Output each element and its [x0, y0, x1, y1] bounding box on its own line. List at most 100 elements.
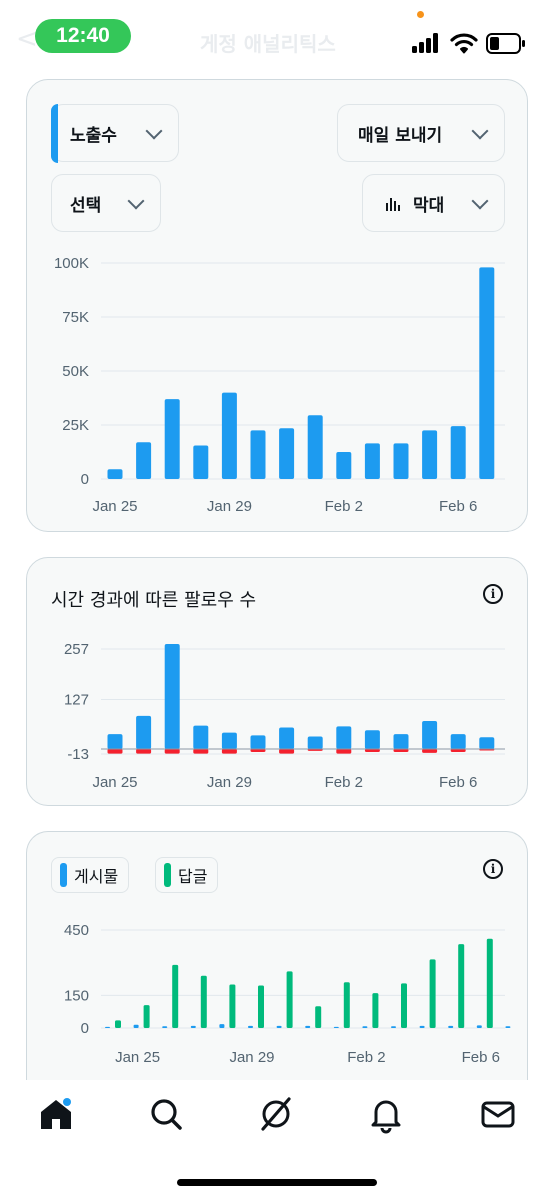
bar — [450, 426, 466, 479]
info-icon[interactable]: i — [483, 859, 503, 879]
bar-replies — [143, 1005, 150, 1028]
x-tick-label: Jan 25 — [92, 498, 137, 515]
bar — [221, 392, 237, 479]
legend-posts[interactable]: 게시물 — [51, 857, 130, 893]
privacy-indicator — [417, 11, 424, 18]
x-tick-label: Feb 6 — [439, 774, 477, 791]
bar-negative — [422, 748, 438, 753]
y-tick-label: 450 — [64, 922, 89, 939]
bar-replies — [343, 982, 350, 1028]
bar — [136, 442, 152, 479]
bar-replies — [286, 971, 293, 1028]
x-tick-label: Feb 2 — [325, 774, 363, 791]
bar-positive — [164, 643, 180, 749]
bar — [279, 428, 295, 479]
bar-positive — [250, 735, 266, 749]
bar-posts — [190, 1025, 196, 1028]
x-tick-label: Feb 6 — [462, 1049, 500, 1066]
bar-posts — [248, 1025, 253, 1028]
bar-replies — [486, 938, 493, 1028]
notifications-icon[interactable] — [366, 1094, 406, 1134]
x-tick-label: Feb 2 — [325, 498, 363, 515]
bar-posts — [476, 1025, 482, 1028]
bar-replies — [258, 985, 264, 1028]
chevron-down-icon — [471, 122, 489, 140]
y-tick-label: 100K — [54, 255, 89, 272]
bar-negative — [364, 748, 380, 753]
bar-negative — [221, 748, 237, 754]
bar-negative — [393, 748, 409, 753]
home-indicator — [177, 1179, 377, 1186]
search-icon[interactable] — [146, 1094, 186, 1134]
bar-replies — [315, 1006, 322, 1028]
bar-posts — [105, 1026, 110, 1028]
bar-posts — [162, 1026, 168, 1028]
bar — [393, 443, 409, 479]
metric-dropdown[interactable]: 노출수 — [50, 103, 179, 163]
bar-replies — [229, 984, 236, 1028]
impressions-card: 노출수 매일 보내기 선택 막대 100K 75K 50K 25K 0 Jan 25 Jan… — [26, 79, 528, 532]
export-dropdown-label: 매일 보내기 — [358, 125, 443, 146]
chevron-down-icon — [127, 192, 145, 210]
bar-replies — [372, 993, 379, 1028]
bar-replies — [429, 959, 436, 1028]
wifi-icon — [450, 33, 478, 54]
legend-replies[interactable]: 답글 — [155, 857, 219, 893]
x-tick-label: Jan 25 — [115, 1049, 160, 1066]
home-icon[interactable] — [36, 1094, 76, 1134]
legend-posts-label: 게시물 — [74, 867, 119, 886]
y-tick-label: 150 — [64, 987, 89, 1004]
y-tick-label: 50K — [62, 363, 89, 380]
bar — [107, 469, 123, 479]
x-tick-label: Jan 29 — [207, 774, 252, 791]
bar — [193, 445, 209, 479]
x-tick-label: Jan 25 — [92, 774, 137, 791]
info-icon[interactable]: i — [483, 584, 503, 604]
y-tick-label: 0 — [81, 1020, 89, 1037]
bar-posts — [219, 1024, 225, 1028]
metric-dropdown-label: 노출수 — [70, 125, 117, 146]
x-tick-label: Feb 6 — [439, 498, 477, 515]
chart-type-dropdown[interactable]: 막대 — [362, 174, 505, 232]
bar — [250, 430, 266, 479]
bar-negative — [279, 748, 295, 754]
select-dropdown[interactable]: 선택 — [51, 174, 161, 232]
bar-positive — [136, 715, 152, 749]
bar-posts — [276, 1025, 282, 1028]
back-button[interactable]: < — [16, 24, 38, 54]
bar-negative — [336, 748, 352, 754]
bar-positive — [307, 736, 323, 749]
page-title-faded: 게정 애널리틱스 — [200, 32, 336, 56]
bar-positive — [393, 734, 409, 749]
posts-replies-card: 게시물 답글 i 450 150 0 Jan 25 Jan 29 Feb 2 Feb 6 — [26, 831, 528, 1083]
status-bar: < 게정 애널리틱스 12:40 — [0, 0, 554, 70]
bar-chart-icon — [386, 198, 400, 211]
export-dropdown[interactable]: 매일 보내기 — [337, 104, 505, 162]
bar-positive — [450, 734, 466, 749]
chevron-down-icon — [145, 122, 163, 140]
bar-positive — [279, 727, 295, 749]
bar-posts — [133, 1024, 139, 1028]
y-tick-label: 75K — [62, 309, 89, 326]
legend-posts-swatch — [60, 863, 67, 887]
bar-replies — [172, 964, 179, 1028]
bar-negative — [193, 748, 209, 754]
bar-negative — [136, 748, 152, 754]
bar-negative — [250, 748, 266, 753]
legend-replies-swatch — [164, 863, 171, 887]
grok-icon[interactable] — [256, 1094, 296, 1134]
posts-replies-chart: 450 150 0 Jan 25 Jan 29 Feb 2 Feb 6 — [64, 922, 511, 1066]
bar-positive — [336, 726, 352, 749]
bar-replies — [200, 975, 207, 1028]
y-tick-label: -13 — [67, 746, 89, 763]
bar-positive — [221, 732, 237, 749]
bar-negative — [107, 748, 123, 754]
bar-replies — [458, 944, 465, 1028]
y-tick-label: 25K — [62, 417, 89, 434]
bar-positive — [193, 725, 209, 749]
legend-replies-label: 답글 — [178, 867, 208, 886]
bar-negative — [450, 748, 466, 753]
y-tick-label: 0 — [81, 471, 89, 488]
messages-icon[interactable] — [478, 1094, 518, 1134]
